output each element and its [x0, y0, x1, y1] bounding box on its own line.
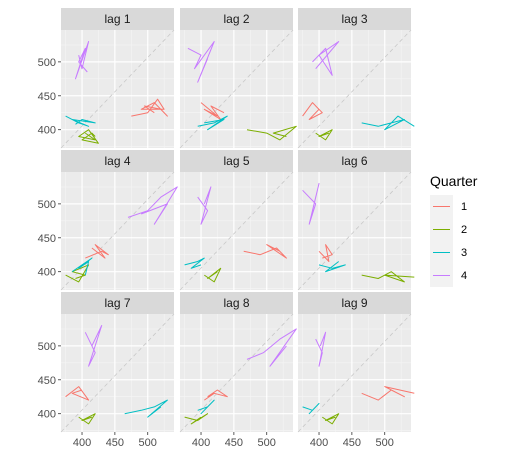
strip-lag-2 [180, 8, 293, 30]
strip-label-lag-6: lag 6 [341, 154, 367, 168]
x-tick-label: 500 [258, 437, 276, 449]
series-line-quarter-3-lag-3 [361, 115, 415, 131]
series-line-quarter-4-lag-2 [187, 41, 215, 83]
series-line-quarter-3-lag-5 [184, 257, 205, 269]
strip-label-lag-3: lag 3 [341, 12, 367, 26]
series-line-quarter-4-lag-6 [302, 183, 320, 225]
strip-label-lag-4: lag 4 [104, 154, 130, 168]
reference-diagonal-lag-7 [60, 313, 175, 433]
reference-diagonal-lag-1 [60, 29, 175, 149]
legend-title: Quarter [430, 173, 478, 189]
x-tick-label: 400 [73, 437, 91, 449]
strip-lag-5 [180, 150, 293, 172]
series-line-quarter-3-lag-7 [124, 399, 168, 418]
series-line-quarter-3-lag-8 [197, 399, 215, 415]
x-tick-label: 450 [106, 437, 124, 449]
series-line-quarter-4-lag-4 [127, 186, 178, 225]
y-tick-label: 500 [38, 57, 56, 69]
x-tick-label: 400 [310, 437, 328, 449]
strip-lag-9 [298, 292, 411, 314]
x-tick-label: 450 [343, 437, 361, 449]
y-tick-label: 450 [38, 91, 56, 103]
y-tick-label: 400 [38, 125, 56, 137]
series-line-quarter-2-lag-6 [361, 271, 415, 283]
series-line-quarter-2-lag-5 [204, 267, 222, 283]
y-tick-label: 500 [38, 199, 56, 211]
y-tick-label: 500 [38, 341, 56, 353]
legend-label-quarter-3: 3 [461, 247, 467, 259]
strip-label-lag-7: lag 7 [104, 296, 130, 310]
series-line-quarter-4-lag-5 [197, 186, 212, 225]
x-tick-label: 450 [225, 437, 243, 449]
reference-diagonal-lag-8 [179, 313, 294, 433]
legend-label-quarter-4: 4 [461, 270, 467, 282]
y-tick-label: 450 [38, 375, 56, 387]
series-line-quarter-1-lag-8 [204, 389, 228, 401]
reference-diagonal-lag-6 [297, 171, 412, 291]
series-line-quarter-1-lag-4 [85, 244, 109, 259]
series-line-quarter-4-lag-9 [315, 331, 327, 367]
series-line-quarter-2-lag-8 [184, 413, 209, 425]
series-line-quarter-1-lag-5 [243, 244, 287, 259]
series-line-quarter-2-lag-7 [78, 413, 96, 425]
series-line-quarter-1-lag-2 [200, 102, 225, 120]
strip-lag-3 [298, 8, 411, 30]
series-line-quarter-3-lag-4 [71, 257, 93, 276]
series-line-quarter-1-lag-9 [361, 386, 415, 401]
x-tick-label: 500 [139, 437, 157, 449]
series-line-quarter-1-lag-7 [65, 386, 90, 401]
strip-lag-6 [298, 150, 411, 172]
series-line-quarter-2-lag-4 [65, 264, 90, 283]
series-line-quarter-2-lag-1 [78, 129, 99, 144]
series-line-quarter-3-lag-2 [197, 115, 228, 131]
strip-lag-7 [61, 292, 174, 314]
series-line-quarter-1-lag-1 [131, 98, 168, 117]
legend-label-quarter-2: 2 [461, 224, 467, 236]
reference-diagonal-lag-4 [60, 171, 175, 291]
series-line-quarter-4-lag-1 [75, 41, 90, 80]
strip-label-lag-1: lag 1 [104, 12, 130, 26]
reference-diagonal-lag-2 [179, 29, 294, 149]
y-tick-label: 400 [38, 267, 56, 279]
reference-diagonal-lag-5 [179, 171, 294, 291]
series-line-quarter-2-lag-9 [322, 413, 340, 425]
legend-label-quarter-1: 1 [461, 201, 467, 213]
strip-label-lag-2: lag 2 [223, 12, 249, 26]
strip-lag-1 [61, 8, 174, 30]
reference-diagonal-lag-9 [297, 313, 412, 433]
strip-label-lag-5: lag 5 [223, 154, 249, 168]
series-line-quarter-3-lag-9 [302, 403, 320, 415]
series-line-quarter-1-lag-3 [302, 102, 323, 120]
series-line-quarter-2-lag-2 [246, 125, 297, 141]
x-tick-label: 400 [192, 437, 210, 449]
x-tick-label: 500 [376, 437, 394, 449]
strip-label-lag-8: lag 8 [223, 296, 249, 310]
strip-lag-8 [180, 292, 293, 314]
strip-lag-4 [61, 150, 174, 172]
strip-label-lag-9: lag 9 [341, 296, 367, 310]
series-line-quarter-1-lag-6 [318, 244, 333, 262]
series-line-quarter-4-lag-7 [84, 325, 103, 367]
series-line-quarter-2-lag-3 [315, 129, 333, 141]
reference-diagonal-lag-3 [297, 29, 412, 149]
series-line-quarter-3-lag-6 [318, 261, 346, 273]
y-tick-label: 400 [38, 409, 56, 421]
series-line-quarter-3-lag-1 [65, 115, 96, 127]
series-line-quarter-4-lag-8 [246, 328, 297, 367]
series-line-quarter-4-lag-3 [312, 41, 340, 76]
y-tick-label: 450 [38, 233, 56, 245]
